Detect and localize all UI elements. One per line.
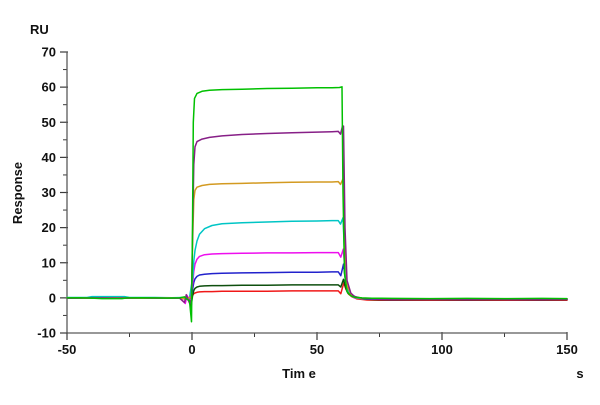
x-tick-label: -50	[58, 342, 77, 357]
y-tick-label: 60	[42, 80, 56, 95]
series-curves	[66, 86, 568, 323]
axis-ticks	[60, 51, 568, 340]
x-tick-label: 50	[310, 342, 324, 357]
series-line-blue	[66, 263, 568, 301]
y-axis-title: Response	[10, 162, 25, 224]
y-tick-label: 30	[42, 185, 56, 200]
axis-tick-labels: -10 0 10 20 30 40 50 60 70 -50 0 50 100 150	[37, 45, 578, 358]
x-axis-title: Tim e	[282, 366, 316, 381]
y-tick-label: 10	[42, 255, 56, 270]
y-tick-label: 0	[49, 290, 56, 305]
series-line-dark-yellow	[66, 178, 568, 300]
y-tick-label: 70	[42, 45, 56, 60]
y-tick-label: 40	[42, 150, 56, 165]
x-tick-label: 0	[188, 342, 195, 357]
x-tick-label: 100	[431, 342, 453, 357]
series-line-dark-green	[66, 278, 568, 309]
axes	[66, 52, 567, 334]
series-line-purple	[66, 125, 568, 305]
series-line-magenta	[66, 248, 568, 305]
y-tick-label: 20	[42, 220, 56, 235]
series-line-cyan	[66, 217, 568, 300]
y-tick-label: 50	[42, 115, 56, 130]
y-tick-label: -10	[37, 326, 56, 341]
x-axis-unit-label: s	[576, 366, 583, 381]
y-axis-unit-label: RU	[30, 22, 49, 37]
series-line-green	[66, 86, 568, 323]
x-tick-label: 150	[556, 342, 578, 357]
